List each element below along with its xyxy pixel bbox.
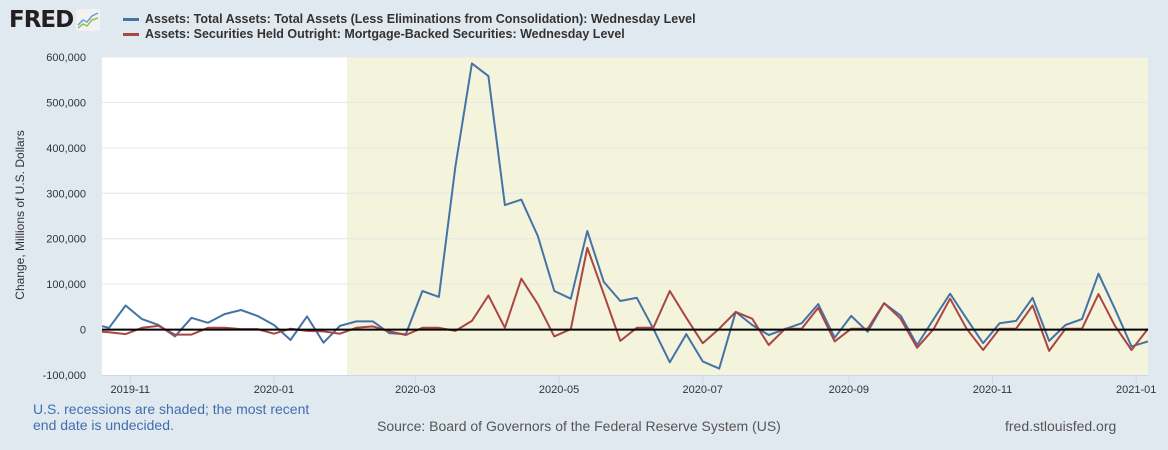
legend-swatch — [123, 33, 139, 36]
legend: Assets: Total Assets: Total Assets (Less… — [123, 12, 696, 42]
series-group — [102, 62, 1148, 370]
y-tick-label: 0 — [80, 325, 86, 337]
y-tick-label: 100,000 — [46, 279, 86, 291]
y-tick-label: 200,000 — [46, 234, 86, 246]
fred-logo[interactable]: FRED — [9, 7, 101, 33]
x-tick-label: 2020-01 — [254, 384, 294, 396]
x-tick-label: 2020-09 — [829, 384, 869, 396]
y-tick-label: 400,000 — [46, 143, 86, 155]
logo-text: FRED — [9, 7, 74, 33]
legend-swatch — [123, 18, 139, 21]
series-line-0 — [102, 62, 1148, 370]
site-link[interactable]: fred.stlouisfed.org — [1005, 418, 1117, 434]
legend-label: Assets: Securities Held Outright: Mortga… — [145, 27, 625, 41]
x-tick-label: 2020-07 — [683, 384, 723, 396]
y-tick-label: 500,000 — [46, 97, 86, 109]
recession-note: U.S. recessions are shaded; the most rec… — [33, 401, 310, 433]
x-tick-label: 2021-01 — [1116, 384, 1156, 396]
source-text: Source: Board of Governors of the Federa… — [377, 418, 781, 434]
recession-shading — [347, 57, 1148, 375]
x-tick-label: 2020-05 — [539, 384, 579, 396]
series-line-1 — [102, 246, 1148, 352]
y-tick-label: -100,000 — [43, 370, 86, 382]
line-chart-icon — [76, 9, 101, 31]
y-tick-label: 600,000 — [46, 52, 86, 64]
legend-item-total-assets[interactable]: Assets: Total Assets: Total Assets (Less… — [123, 12, 696, 27]
x-tick-label: 2020-11 — [973, 384, 1013, 396]
y-tick-label: 300,000 — [46, 188, 86, 200]
x-tick-label: 2020-03 — [395, 384, 435, 396]
x-tick-label: 2019-11 — [110, 384, 150, 396]
legend-item-mbs[interactable]: Assets: Securities Held Outright: Mortga… — [123, 27, 696, 42]
legend-label: Assets: Total Assets: Total Assets (Less… — [145, 12, 696, 26]
